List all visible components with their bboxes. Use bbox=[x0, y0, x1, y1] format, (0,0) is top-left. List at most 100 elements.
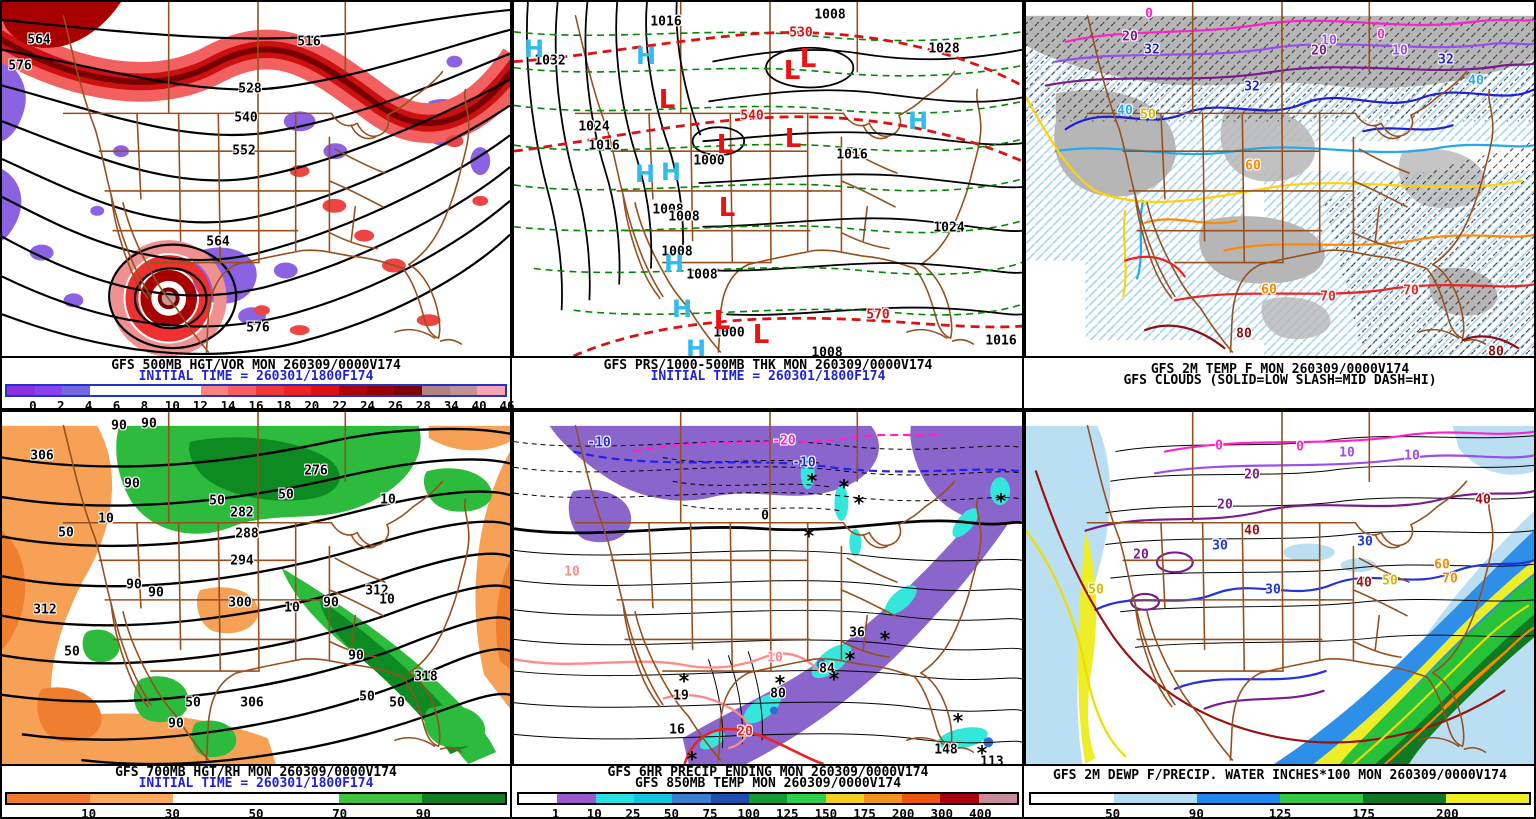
colorbar-cell bbox=[145, 386, 174, 395]
high-pressure-symbol: H bbox=[523, 35, 545, 64]
contour-label: 312 bbox=[33, 602, 57, 618]
contour-label: 30 bbox=[1212, 538, 1228, 554]
colorbar-label: 4 bbox=[84, 398, 93, 413]
contour-label: 80 bbox=[1488, 344, 1504, 358]
contour-label: 1000 bbox=[713, 325, 745, 341]
contour-label: 530 bbox=[789, 25, 813, 41]
contour-label: 90 bbox=[126, 577, 142, 593]
contour-label: 0 bbox=[1145, 6, 1153, 22]
contour-label: 10 bbox=[1321, 33, 1337, 49]
colorbar-label: 0 bbox=[29, 398, 37, 413]
rh-map-art bbox=[2, 412, 510, 764]
contour-label: 1000 bbox=[693, 153, 725, 169]
map-caption: GFS 700MB HGT/RH MON 260309/0000V174 bbox=[115, 765, 397, 780]
colorbar-label: 100 bbox=[737, 806, 760, 819]
high-pressure-symbol: H bbox=[671, 295, 693, 324]
map-caption: GFS CLOUDS (SOLID=LOW SLASH=MID DASH=HI) bbox=[1123, 373, 1437, 388]
high-pressure-symbol: H bbox=[660, 158, 682, 187]
contour-label: 80 bbox=[1236, 326, 1252, 342]
colorbar-cell bbox=[422, 386, 450, 395]
contour-label: 50 bbox=[278, 487, 294, 503]
contour-label: 30 bbox=[1265, 582, 1281, 598]
colorbar-label: 200 bbox=[1436, 806, 1459, 819]
contour-label: 570 bbox=[866, 307, 890, 323]
map-caption: GFS 2M DEWP F/PRECIP. WATER INCHES*100 M… bbox=[1053, 768, 1507, 783]
colorbar-cell bbox=[1446, 794, 1529, 803]
contour-label: 70 bbox=[1320, 289, 1336, 305]
contour-label: 564 bbox=[27, 32, 51, 48]
contour-label: 40 bbox=[1475, 492, 1491, 508]
colorbar-cell bbox=[1114, 794, 1197, 803]
contour-label: 306 bbox=[30, 448, 54, 464]
colorbar-label: 8 bbox=[140, 398, 149, 413]
rh-colorbar: 10 30 50 70 90 bbox=[5, 792, 507, 819]
contour-label: 1008 bbox=[686, 267, 718, 283]
contour-label: 312 bbox=[365, 583, 389, 599]
contour-label: 70 bbox=[1403, 283, 1419, 299]
colorbar-cell bbox=[519, 794, 558, 803]
precip-map-art bbox=[514, 412, 1022, 764]
high-pressure-symbol: H bbox=[635, 42, 657, 71]
contour-label: 50 bbox=[185, 695, 201, 711]
contour-label: 1016 bbox=[985, 333, 1017, 349]
contour-label: 90 bbox=[148, 585, 164, 601]
colorbar-label: 50 bbox=[1105, 806, 1121, 819]
contour-label: 50 bbox=[64, 644, 80, 660]
snow-marker: * bbox=[828, 667, 840, 692]
contour-label: 20 bbox=[1217, 497, 1233, 513]
snow-marker: * bbox=[803, 524, 815, 549]
map-500mb-hgt-vor: 564 576 516 528 540 552 564 576 bbox=[0, 0, 512, 358]
grid-border-row bbox=[0, 408, 1536, 410]
map-caption: INITIAL TIME = 260301/1800F174 bbox=[138, 776, 374, 791]
colorbar-cell bbox=[787, 794, 826, 803]
contour-label: 32 bbox=[1244, 79, 1260, 95]
contour-labels-layer: 0 0 10 10 20 20 20 30 30 30 40 40 40 50 50 60 70 bbox=[1026, 412, 1534, 764]
contour-label: 564 bbox=[206, 234, 230, 250]
colorbar-cell bbox=[710, 794, 749, 803]
contour-label: 10 bbox=[564, 564, 580, 580]
snow-marker: * bbox=[774, 671, 786, 696]
contour-label: 282 bbox=[230, 505, 254, 521]
colorbar-cell bbox=[1197, 794, 1280, 803]
contour-label: 1032 bbox=[534, 53, 566, 69]
colorbar-label: 200 bbox=[891, 806, 915, 819]
colorbar-label: 75 bbox=[702, 806, 718, 819]
colorbar-cell bbox=[117, 386, 146, 395]
colorbar-label: 125 bbox=[776, 806, 799, 819]
low-pressure-symbol: L bbox=[752, 319, 770, 350]
contour-label: 90 bbox=[323, 595, 339, 611]
contour-label: -10 bbox=[792, 455, 816, 471]
vorticity-colorbar: 0 2 4 6 8 10 12 14 16 18 20 22 24 26 28 34 40 46 bbox=[5, 384, 515, 413]
contour-label: 1016 bbox=[836, 147, 868, 163]
low-pressure-symbol: L bbox=[784, 123, 802, 154]
colorbar-label: 90 bbox=[1188, 806, 1204, 819]
contour-label: 0 bbox=[1296, 439, 1304, 455]
contour-label: 10 bbox=[98, 511, 114, 527]
snow-marker: * bbox=[838, 475, 850, 500]
contour-label: 90 bbox=[111, 418, 127, 434]
contour-label: 50 bbox=[209, 493, 225, 509]
contour-label: 20 bbox=[1122, 29, 1138, 45]
contour-label: 148 bbox=[934, 742, 958, 758]
low-pressure-symbol: L bbox=[716, 129, 734, 160]
contour-label: 294 bbox=[230, 553, 254, 569]
contour-label: 50 bbox=[359, 689, 375, 705]
contour-label: 50 bbox=[389, 695, 405, 711]
contour-label: 60 bbox=[1261, 282, 1277, 298]
snow-marker: * bbox=[879, 627, 891, 652]
contour-label: 50 bbox=[1382, 573, 1398, 589]
colorbar-cell bbox=[62, 386, 91, 395]
contour-label: 32 bbox=[1438, 52, 1454, 68]
colorbar-cell bbox=[90, 794, 173, 803]
contour-label: 1008 bbox=[814, 7, 846, 23]
contour-label: 540 bbox=[234, 110, 258, 126]
contour-label: 300 bbox=[228, 595, 252, 611]
panel-caption-block: GFS 2M DEWP F/PRECIP. WATER INCHES*100 M… bbox=[1024, 768, 1536, 783]
colorbar-cell bbox=[1280, 794, 1363, 803]
contour-label: 1024 bbox=[578, 119, 610, 135]
snow-marker: * bbox=[952, 709, 964, 734]
contour-label: 576 bbox=[246, 320, 270, 336]
mslp-map-art bbox=[514, 2, 1022, 356]
panel-500mb-hgt-vor: 564 576 516 528 540 552 564 576 GFS 500MB HGT/V… bbox=[0, 0, 515, 413]
snow-marker: * bbox=[686, 747, 698, 766]
